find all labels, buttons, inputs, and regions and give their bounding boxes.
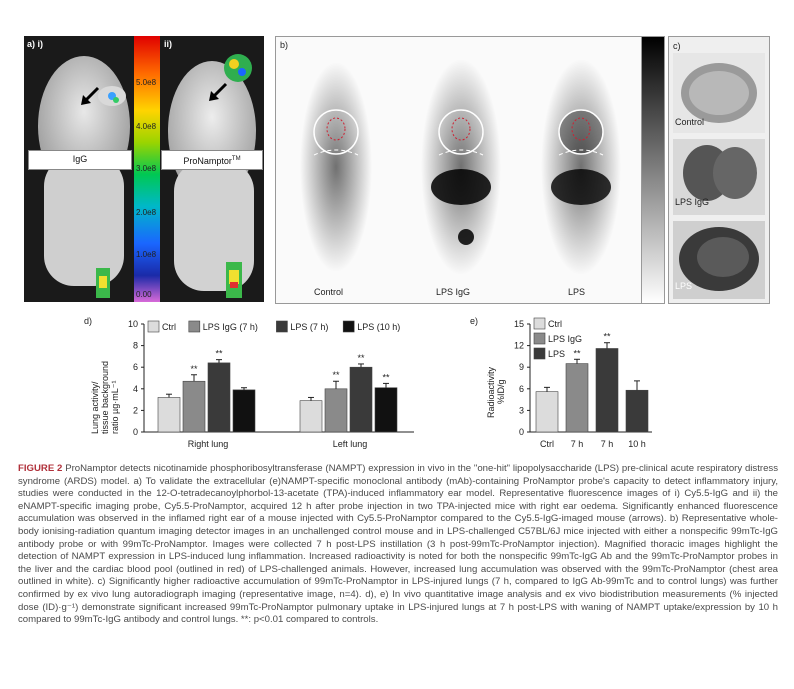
panel-a-i-label: a) i)	[27, 39, 44, 49]
chart-panel-label: d)	[84, 316, 92, 326]
panel-b-intensity-bar	[641, 36, 665, 304]
panel-b-image	[275, 36, 643, 304]
scale-tick: 1.0e8	[136, 250, 157, 259]
trademark-sup: TM	[231, 156, 241, 162]
y-tick-label: 10	[128, 319, 138, 329]
significance-marker: **	[573, 348, 581, 358]
significance-marker: **	[190, 364, 198, 374]
bar	[207, 362, 231, 433]
panel-a-ii-label: ii)	[164, 39, 172, 49]
legend-swatch	[342, 320, 355, 333]
category-label: Right lung	[188, 439, 229, 449]
bar	[349, 366, 373, 433]
legend-swatch	[533, 317, 546, 330]
y-tick-label: 3	[519, 405, 524, 415]
legend-swatch	[533, 347, 546, 360]
significance-marker: **	[603, 332, 611, 342]
arrow-icon	[206, 82, 228, 109]
category-label: 7 h	[601, 439, 614, 449]
legend-swatch	[276, 320, 288, 333]
y-axis-label-line: ratio µg·mL⁻¹	[110, 381, 120, 434]
lung-image-lps: LPS	[673, 221, 765, 299]
probe-label-pronamptor-text: ProNamptor	[183, 156, 232, 166]
category-label: 10 h	[628, 439, 646, 449]
scan-label-lps-igg: LPS IgG	[436, 287, 471, 297]
y-tick-label: 4	[133, 384, 138, 394]
bar	[535, 391, 559, 433]
lung-image-lps-igg: LPS IgG	[673, 139, 765, 215]
lung-label-control: Control	[675, 117, 705, 127]
scale-tick: 0.00	[136, 290, 152, 299]
bar	[232, 389, 256, 433]
significance-marker: **	[332, 370, 340, 380]
panel-c-frame: c) Control LPS IgG LPS	[668, 36, 770, 304]
fluorescence-color-scale	[134, 36, 160, 302]
y-axis-label-line: %ID/g	[496, 379, 506, 404]
scale-tick: 3.0e8	[136, 164, 157, 173]
y-axis-label-line: tissue background	[100, 361, 110, 434]
y-tick-label: 15	[514, 319, 524, 329]
legend-label: LPS (10 h)	[357, 322, 400, 332]
bar	[595, 348, 619, 433]
y-tick-label: 0	[519, 427, 524, 437]
legend-swatch	[533, 332, 546, 345]
legend-label: LPS IgG	[548, 334, 582, 344]
legend-label: Ctrl	[162, 322, 176, 332]
bar	[324, 388, 348, 433]
scale-tick: 4.0e8	[136, 122, 157, 131]
y-tick-label: 12	[514, 341, 524, 351]
y-tick-label: 6	[133, 362, 138, 372]
bar	[182, 380, 206, 433]
probe-label-pronamptor: ProNamptorTM	[161, 150, 263, 170]
y-tick-label: 2	[133, 405, 138, 415]
y-tick-label: 9	[519, 362, 524, 372]
bar	[299, 400, 323, 433]
lung-image-control: Control	[673, 53, 765, 133]
significance-marker: **	[357, 353, 365, 363]
probe-label-igg: IgG	[28, 150, 132, 170]
legend-label: LPS (7 h)	[290, 322, 328, 332]
y-axis-label: Radioactivity%ID/g	[486, 366, 506, 418]
chart-d: d) 0 2 4 6 8 10 Lung activity/tissue background…	[84, 316, 414, 449]
significance-marker: **	[215, 349, 223, 359]
legend-swatch	[147, 320, 160, 333]
y-tick-label: 8	[133, 341, 138, 351]
panel-b-label: b)	[280, 40, 289, 50]
scale-ticks: 5.0e8 4.0e8 3.0e8 2.0e8 1.0e8 0.00	[134, 36, 160, 302]
scan-label-lps: LPS	[568, 287, 586, 297]
lung-label-lps: LPS	[675, 281, 693, 291]
y-axis-label-line: Lung activity/	[90, 381, 100, 434]
arrow-icon	[78, 86, 100, 113]
category-label: Ctrl	[540, 439, 554, 449]
legend-label: LPS IgG (7 h)	[203, 322, 258, 332]
whole-body-scan-illustration	[300, 59, 621, 275]
lung-label-lps-igg: LPS IgG	[675, 197, 710, 207]
legend-label: Ctrl	[548, 319, 562, 329]
chart-panel-label: e)	[470, 316, 478, 326]
bar	[625, 389, 649, 433]
y-axis-label: Lung activity/tissue backgroundratio µg·…	[90, 361, 120, 434]
category-label: Left lung	[333, 439, 368, 449]
figure-caption-text: ProNamptor detects nicotinamide phosphor…	[18, 463, 779, 626]
category-label: 7 h	[571, 439, 584, 449]
panel-c-label: c)	[673, 41, 681, 51]
bar	[565, 363, 589, 433]
scan-label-control: Control	[314, 287, 344, 297]
y-axis-label-line: Radioactivity	[486, 366, 496, 418]
y-tick-label: 0	[133, 427, 138, 437]
significance-marker: **	[382, 372, 390, 382]
scale-tick: 5.0e8	[136, 78, 157, 87]
chart-e: e) 0 3 6 9 12 15 Radioactivity%ID/g Ctrl ** 7 h ** 7…	[470, 316, 652, 449]
legend-swatch	[188, 320, 201, 333]
scale-tick: 2.0e8	[136, 208, 157, 217]
bar	[374, 387, 398, 433]
y-tick-label: 6	[519, 384, 524, 394]
figure-caption-head: FIGURE 2	[18, 463, 63, 474]
figure-caption: FIGURE 2 ProNamptor detects nicotinamide…	[18, 463, 778, 627]
legend-label: LPS	[548, 349, 565, 359]
bar	[157, 397, 181, 433]
